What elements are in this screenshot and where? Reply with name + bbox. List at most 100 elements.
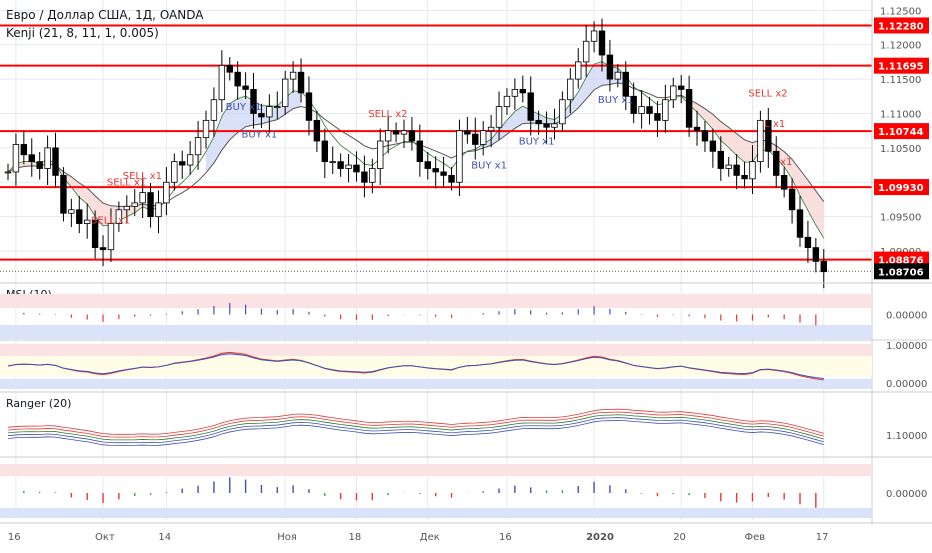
candle-body [226, 64, 233, 73]
signal-label: BUY x1 [242, 130, 278, 141]
candle-body [297, 71, 305, 94]
pane-label: Ranger (20) [6, 397, 71, 410]
level-label: 1.12280 [878, 21, 924, 32]
candle-body [202, 119, 210, 138]
level-label: 1.09930 [878, 183, 924, 194]
candle-body [638, 106, 645, 114]
candle-body [788, 188, 796, 211]
candle-body [123, 205, 130, 211]
candle-body [662, 99, 669, 121]
signal-label: SELL x1 [91, 216, 130, 227]
level-label-bg [874, 123, 929, 140]
candle-body [274, 106, 281, 109]
candle-body [321, 140, 328, 163]
candle-body [606, 54, 614, 80]
signal-label: BUY x1 [471, 161, 507, 172]
candle-body [527, 92, 534, 121]
candle-body [210, 99, 218, 121]
candle-body [773, 150, 780, 176]
signal-label: BUY x1 [226, 102, 262, 113]
signal-label: SELL x2 [368, 109, 407, 120]
msi-band-top [0, 294, 872, 308]
price-tick-label: 1.11000 [880, 109, 921, 120]
candle-body [733, 164, 740, 176]
candle-body [717, 150, 724, 169]
candle-body [20, 144, 28, 156]
candle-body [242, 85, 249, 90]
candle-body [52, 147, 59, 176]
candle-body [495, 106, 503, 128]
x-tick-label: Фев [744, 532, 765, 543]
candle-body [440, 171, 447, 176]
x-tick-label: 16 [499, 532, 512, 543]
candle-body [250, 89, 257, 114]
candle-body [345, 164, 352, 169]
msi-band-bottom [0, 325, 872, 339]
candle-body [670, 85, 677, 101]
candle-body [4, 171, 12, 174]
candle-body [598, 30, 606, 56]
candle-body [289, 71, 297, 80]
candle-body [369, 168, 376, 183]
price-tick-label: 1.10500 [880, 144, 921, 155]
x-tick-label: 14 [158, 532, 171, 543]
candle-body [84, 219, 91, 224]
candle-body [812, 247, 820, 262]
tdi-band-mid [0, 356, 872, 376]
pane-axis-label: 1.00000 [886, 341, 927, 352]
candle-body [693, 126, 701, 132]
candle-body [115, 209, 123, 224]
pane-axis-label: 0.00000 [886, 489, 927, 500]
candle-body [424, 161, 431, 169]
price-tick-label: 1.12000 [880, 41, 921, 52]
signal-label: x1 [780, 157, 792, 168]
candle-body [543, 123, 550, 128]
level-label-bg [874, 179, 929, 196]
level-label: 1.08876 [878, 256, 924, 267]
candle-body [654, 113, 661, 121]
price-tick-label: 1.11500 [880, 75, 921, 86]
signal-label: L x1 [764, 119, 785, 130]
candle-body [329, 161, 336, 164]
price-tick-label: 1.09500 [880, 213, 921, 224]
candle-body [194, 137, 202, 156]
candle-body [551, 123, 558, 128]
candle-body [472, 133, 479, 145]
ranger-line [7, 411, 824, 438]
chart-title: Евро / Доллар США, 1Д, OANDA [6, 8, 204, 22]
tdi-line-blue [7, 353, 824, 379]
candle-body [701, 130, 709, 142]
candle-body [646, 106, 653, 114]
candle-body [234, 71, 241, 87]
candle-body [511, 89, 519, 97]
candle-body [186, 154, 194, 166]
candle-body [361, 171, 368, 183]
candle-body [479, 130, 487, 145]
candle-body [400, 130, 408, 135]
candle-body [780, 174, 788, 190]
candle-body [575, 61, 582, 80]
x-tick-label: Дек [420, 532, 440, 543]
candle-body [353, 164, 360, 173]
candle-body [741, 174, 748, 180]
candle-body [559, 99, 566, 125]
candle-body [337, 161, 344, 169]
candle-body [218, 64, 226, 101]
candle-body [163, 181, 170, 204]
x-tick-label: 18 [348, 532, 361, 543]
candle-body [535, 119, 542, 125]
ranger-line [7, 417, 824, 444]
candle-body [804, 236, 812, 249]
candle-body [614, 71, 622, 80]
candle-body [36, 161, 43, 169]
candle-body [258, 113, 265, 118]
candle-body [179, 161, 186, 166]
level-label: 1.10744 [878, 127, 924, 138]
tdi-band-bottom [0, 379, 872, 389]
candle-body [281, 78, 289, 108]
candle-body [464, 130, 471, 135]
x-tick-label: Ноя [277, 532, 297, 543]
candle-body [765, 119, 772, 152]
candle-body [91, 219, 99, 249]
candle-body [147, 192, 154, 218]
